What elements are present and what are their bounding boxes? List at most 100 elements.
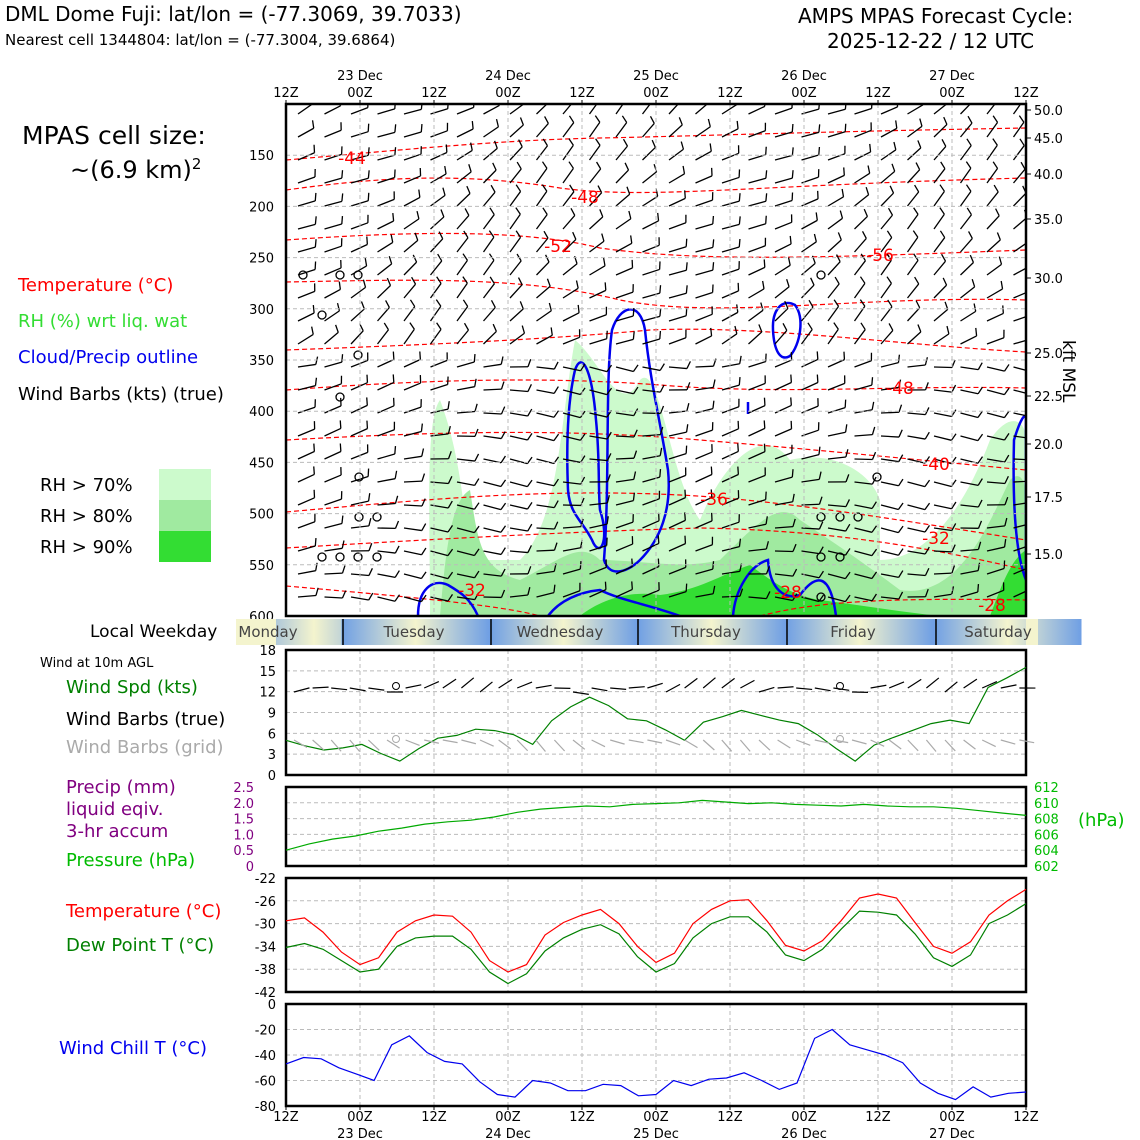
temperature-contour-label: -56 <box>866 246 894 266</box>
wind-barb-shaft <box>377 596 396 602</box>
wind-barb-shaft <box>774 501 793 506</box>
wind-barb-shaft <box>880 282 892 299</box>
date-label-bottom: 27 Dec <box>929 1127 975 1140</box>
wind-barb-shaft <box>483 330 497 345</box>
wind-barb-shaft <box>721 200 740 207</box>
wind-barb-true <box>442 678 457 689</box>
wind-barb-shaft <box>907 550 926 555</box>
wind-barb-flag <box>440 209 445 218</box>
wind-barb-shaft <box>774 525 793 529</box>
temperature-contour-1 <box>286 177 1026 194</box>
wind-barb-flag <box>898 429 903 438</box>
wind-barb-flag <box>386 277 392 286</box>
pressure-tick-label: 250 <box>249 252 274 267</box>
wind-barb-shaft <box>297 570 316 575</box>
wind-barb-flag <box>919 118 923 127</box>
wind-barb-grid <box>628 739 644 744</box>
wind-barb-shaft <box>695 473 713 483</box>
temperature-tick-label: -38 <box>255 963 276 978</box>
wind-barb-flag <box>951 565 956 574</box>
wind-barb-flag <box>435 299 442 307</box>
wind-barb-flag <box>314 538 317 547</box>
wind-barb-grid <box>981 739 996 748</box>
wind-barb-shaft <box>827 596 846 603</box>
wind-barb-flag <box>738 193 741 202</box>
legend-rh80-swatch <box>159 500 211 531</box>
wind-barb-true <box>461 677 475 689</box>
wind-barb-flag <box>621 115 628 123</box>
wind-barb-flag <box>966 207 973 216</box>
wind-barb-shaft <box>509 504 528 510</box>
legend-precip-2: liquid eqiv. <box>66 799 164 820</box>
wind-barb-flag <box>500 455 506 464</box>
wind-barb-shaft <box>377 285 391 299</box>
wind-barb-flag <box>474 592 480 600</box>
wind-barb-shaft <box>350 451 368 460</box>
wind-barb-flag <box>474 478 480 486</box>
weekday-gradient <box>341 619 490 645</box>
time-tick-label-top: 12Z <box>421 86 447 101</box>
wind-barb-flag <box>951 586 955 595</box>
wind-barb-shaft <box>562 191 575 207</box>
wind-barb-flag <box>971 279 976 288</box>
wind-barb-flag <box>738 377 741 386</box>
wind-barb-grid <box>498 739 512 750</box>
precip-tick-label: 0.5 <box>233 844 254 859</box>
wind-barb-shaft <box>827 382 845 391</box>
wind-barb-shaft <box>668 315 687 322</box>
kft-tick-label: 50.0 <box>1034 104 1063 119</box>
wind-speed-tick-label: 6 <box>268 727 276 742</box>
wind-barb-flag <box>471 120 474 130</box>
temperature-contour-label: -32 <box>922 529 950 549</box>
wind-barb-shaft <box>668 566 686 575</box>
kft-tick-label: 35.0 <box>1034 213 1063 228</box>
wind-barb-shaft <box>880 550 899 556</box>
wind-barb-flag <box>659 285 662 294</box>
wind-barb-shaft <box>324 105 341 115</box>
wind-barb-true <box>963 678 978 689</box>
wind-barb-grid <box>721 739 733 752</box>
date-label-bottom: 24 Dec <box>485 1127 531 1140</box>
wind-barb-shaft <box>986 546 1005 552</box>
time-tick-label-top: 00Z <box>643 86 669 101</box>
wind-barb-flag <box>515 207 521 215</box>
wind-barb-shaft <box>880 435 900 438</box>
wind-barb-flag <box>844 594 851 602</box>
wind-barb-shaft <box>668 197 686 207</box>
wind-barb-shaft <box>960 310 977 322</box>
legend-rh70: RH > 70% <box>40 475 133 496</box>
wind-barb-shaft <box>774 243 792 253</box>
wind-barb-shaft <box>483 550 502 556</box>
wind-barb-shaft <box>430 573 449 580</box>
precip-tick-label: 2.5 <box>233 781 254 796</box>
wind-barb-shaft <box>827 108 846 115</box>
wind-barb-shaft <box>589 412 608 418</box>
wind-barb-shaft <box>1013 192 1026 207</box>
wind-barb-shaft <box>695 313 713 322</box>
wind-barb-shaft <box>589 216 604 230</box>
wind-barb-flag <box>940 161 946 170</box>
wind-barb-shaft <box>589 435 608 440</box>
wind-barb-shaft <box>430 596 449 602</box>
wind-barb-shaft <box>801 454 820 460</box>
wind-barb-flag <box>818 471 822 480</box>
wind-barb-shaft <box>589 240 605 253</box>
wind-barb-shaft <box>642 366 661 372</box>
wind-barb-flag <box>421 547 427 556</box>
wind-barb-shaft <box>695 429 713 437</box>
wind-barb-flag <box>965 161 972 169</box>
wind-barb-shaft <box>483 573 502 577</box>
wind-barb-shaft <box>324 245 342 253</box>
wind-barb-flag <box>341 565 346 574</box>
wind-barb-flag <box>992 115 999 123</box>
wind-barb-shaft <box>377 220 394 230</box>
wind-barb-shaft <box>456 573 475 579</box>
wind-barb-shaft <box>933 572 953 575</box>
wind-barb-flag <box>967 231 973 239</box>
wind-barb-flag <box>712 215 715 225</box>
wind-barb-shaft <box>509 168 522 184</box>
wind-barb-flag <box>394 147 397 156</box>
wind-speed-tick-label: 12 <box>259 686 276 701</box>
calm-wind-circle <box>853 512 863 522</box>
calm-wind-circle <box>317 552 327 562</box>
